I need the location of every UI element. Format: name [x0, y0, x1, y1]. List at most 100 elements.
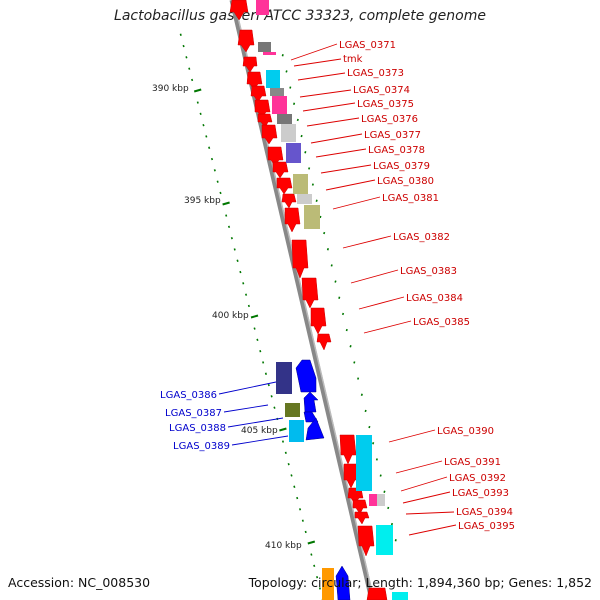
gene-label[interactable]: LGAS_0374	[353, 85, 410, 96]
scale-tick	[216, 180, 219, 183]
scale-tick	[213, 169, 216, 172]
gene-arrow	[291, 239, 309, 279]
scale-tick	[304, 530, 307, 534]
scale-tick	[290, 474, 293, 477]
gene-label[interactable]: LGAS_0386	[160, 390, 217, 401]
scale-tick	[270, 395, 273, 398]
gene-label[interactable]: LGAS_0381	[382, 193, 439, 204]
scale-tick	[273, 406, 276, 409]
scale-tick	[368, 425, 371, 429]
cog-boxes	[256, 0, 408, 600]
gene-label[interactable]: LGAS_0387	[165, 408, 222, 419]
scale-tick	[349, 345, 352, 348]
gene-label[interactable]: tmk	[343, 54, 363, 65]
scale-tick	[383, 490, 386, 493]
gene-label[interactable]: LGAS_0383	[400, 266, 457, 277]
gene-arrow	[305, 417, 325, 441]
gene-arrow	[229, 0, 249, 21]
scale-tick	[318, 587, 321, 590]
scale-tick	[345, 328, 348, 332]
gene-label[interactable]: LGAS_0389	[173, 441, 230, 452]
scale-tick	[230, 236, 233, 240]
gene-label[interactable]: LGAS_0388	[169, 423, 226, 434]
gene-label[interactable]: LGAS_0379	[373, 161, 430, 172]
gene-arrow	[316, 333, 332, 351]
scale-tick	[205, 135, 208, 138]
scale-tick	[300, 134, 303, 138]
scale-tick	[281, 440, 285, 443]
scale-tick	[316, 575, 319, 579]
scale-tick	[256, 338, 259, 342]
gene-label[interactable]: LGAS_0390	[437, 426, 494, 437]
scale-tick	[185, 56, 188, 59]
scale-tick	[330, 264, 333, 267]
scale-tick	[310, 553, 313, 556]
gene-label[interactable]: LGAS_0371	[339, 40, 396, 51]
gene-arrow	[301, 277, 319, 309]
gene-arrow	[281, 193, 297, 209]
scale-tick	[219, 191, 222, 195]
gene-label[interactable]: LGAS_0377	[364, 130, 421, 141]
scale-tick	[353, 361, 356, 364]
accession-text: Accession: NC_008530	[8, 575, 151, 590]
scale-tick	[379, 474, 382, 477]
scale-tick	[281, 54, 284, 57]
scale-tick	[372, 442, 375, 445]
gene-arrow	[261, 124, 278, 145]
scale-tick	[298, 508, 302, 511]
scale-tick	[292, 102, 296, 105]
scale-tick	[253, 327, 256, 330]
leader-lines	[218, 43, 457, 536]
gene-label[interactable]: LGAS_0373	[347, 68, 404, 79]
scale-tick	[304, 151, 307, 154]
scale-tick	[390, 522, 394, 526]
scale-tick	[245, 293, 248, 296]
topology-text: Topology: circular; Length: 1,894,360 bp…	[248, 575, 592, 590]
genome-title: Lactobacillus gasseri ATCC 33323, comple…	[114, 8, 486, 24]
scale-tick	[250, 314, 259, 319]
scale-tick	[210, 157, 214, 161]
gene-label[interactable]: LGAS_0395	[458, 521, 515, 532]
gene-arrow	[295, 359, 317, 393]
scale-label: 390 kbp	[152, 84, 189, 94]
gene-label[interactable]: LGAS_0380	[377, 176, 434, 187]
gene-arrow	[310, 307, 327, 335]
gene-label[interactable]: LGAS_0376	[361, 114, 418, 125]
gene-label[interactable]: LGAS_0394	[456, 507, 513, 518]
gene-arrow	[339, 434, 357, 465]
gene-label[interactable]: LGAS_0382	[393, 232, 450, 243]
gene-arrow	[354, 511, 370, 525]
scale-tick	[293, 485, 296, 488]
gene-label[interactable]: LGAS_0393	[452, 488, 509, 499]
scale-tick	[182, 44, 185, 48]
scale-tick	[188, 67, 191, 70]
scale-tick	[242, 282, 245, 285]
forward-genes	[229, 0, 388, 600]
scale-tick	[364, 409, 367, 413]
scale-tick	[259, 349, 262, 353]
gene-label[interactable]: LGAS_0385	[413, 317, 470, 328]
scale-label: 405 kbp	[241, 426, 278, 436]
scale-tick	[307, 540, 316, 545]
gene-label[interactable]: LGAS_0392	[449, 473, 506, 484]
scale-tick	[387, 506, 390, 510]
gene-label[interactable]: LGAS_0375	[357, 99, 414, 110]
gene-label[interactable]: LGAS_0384	[406, 293, 463, 304]
scale-tick	[239, 270, 242, 274]
right-gene-labels: LGAS_0371 tmk LGAS_0373 LGAS_0374 LGAS_0…	[339, 40, 515, 532]
scale-tick	[285, 70, 288, 73]
scale-labels: 390 kbp 395 kbp 400 kbp 405 kbp 410 kbp	[152, 84, 302, 551]
scale-tick	[394, 539, 397, 542]
scale-tick	[284, 451, 287, 455]
scale-tick	[247, 304, 250, 308]
scale-tick	[375, 458, 378, 461]
gene-label[interactable]: LGAS_0391	[444, 457, 501, 468]
gene-arrow	[272, 161, 289, 179]
scale-tick	[193, 88, 202, 93]
scale-tick	[313, 564, 316, 568]
gene-arrow	[303, 391, 319, 413]
scale-label: 400 kbp	[212, 311, 249, 321]
scale-tick	[267, 383, 270, 387]
scale-tick	[357, 377, 360, 380]
gene-label[interactable]: LGAS_0378	[368, 145, 425, 156]
